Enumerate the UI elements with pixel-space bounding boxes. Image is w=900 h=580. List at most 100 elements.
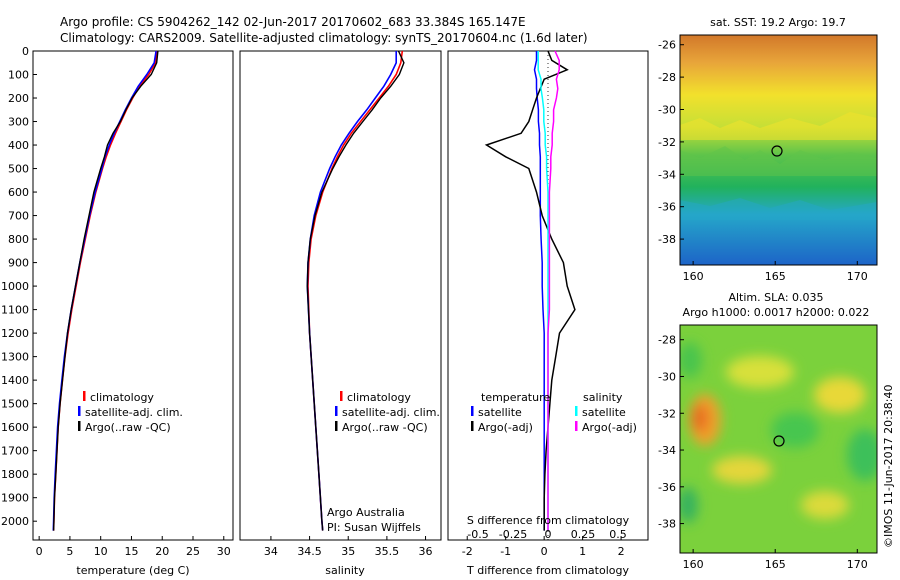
x-tick-label: 5 (66, 545, 73, 558)
x-tick-label: -1 (500, 545, 511, 558)
y-tick-label: 100 (8, 69, 29, 82)
lon-tick-label: 170 (847, 558, 868, 571)
y-tick-label: 1600 (1, 421, 29, 434)
x-tick-label: 35 (341, 545, 355, 558)
y-tick-label: 1900 (1, 492, 29, 505)
salinity-panel: 34 34.5 35 35.5 36 salinity climatology sate… (239, 50, 442, 577)
difference-panel: -2 -1 0 1 2 -0.5 -0.25 0 0.25 0.5 S difference fr… (447, 50, 649, 577)
lon-tick-label: 170 (847, 270, 868, 283)
lat-tick-label: -32 (658, 407, 676, 420)
x-tick-label: 10 (94, 545, 108, 558)
sst-map: sat. SST: 19.2 Argo: 19.7 160 165 170 -26 -2… (658, 16, 878, 283)
temperature-panel: 0 5 10 15 20 25 300100200300400500600700800900… (1, 45, 234, 577)
lat-tick-label: -28 (658, 334, 676, 347)
legend-swatch-climatology (340, 391, 343, 401)
lat-tick-label: -28 (658, 71, 676, 84)
legend-swatch-t-argo (471, 421, 474, 431)
annotation-argo-australia: Argo Australia (327, 506, 405, 519)
difference-legend: temperature salinity satellite Argo(-adj… (471, 391, 637, 434)
y-tick-label: 2000 (1, 515, 29, 528)
lat-tick-label: -26 (658, 39, 676, 52)
imos-timestamp: ©IMOS 11-Jun-2017 20:38:40 (882, 384, 895, 548)
legend-title-temperature: temperature (481, 391, 550, 404)
y-tick-label: 1000 (1, 280, 29, 293)
sla-anomaly (801, 491, 849, 519)
legend-swatch-s-argo (575, 421, 578, 431)
legend-label-s-satellite: satellite (582, 406, 626, 419)
x-tick-label: 20 (155, 545, 169, 558)
sla-anomaly-peak (692, 404, 708, 432)
y-tick-label: 900 (8, 257, 29, 270)
s-tick-label: 0 (545, 528, 552, 541)
x-tick-label: -2 (462, 545, 473, 558)
sla-anomaly (814, 377, 866, 413)
sst-gradient (680, 35, 877, 265)
y-tick-label: 200 (8, 92, 29, 105)
series-climatology (307, 50, 404, 531)
sla-anomaly-low (847, 429, 877, 481)
lat-tick-label: -38 (658, 233, 676, 246)
y-tick-label: 800 (8, 233, 29, 246)
lat-tick-label: -36 (658, 481, 676, 494)
y-tick-label: 1100 (1, 304, 29, 317)
legend-swatch-argo (78, 421, 81, 431)
legend-label-argo: Argo(..raw -QC) (85, 421, 171, 434)
x-tick-label: 1 (579, 545, 586, 558)
legend-title-salinity: salinity (583, 391, 623, 404)
legend-label-argo: Argo(..raw -QC) (342, 421, 428, 434)
salinity-plot-frame (239, 50, 442, 541)
temperature-plot-frame (32, 50, 234, 541)
legend-label-t-satellite: satellite (478, 406, 522, 419)
y-tick-label: 600 (8, 186, 29, 199)
sst-map-frame (679, 34, 878, 266)
legend-swatch-argo (335, 421, 338, 431)
y-tick-label: 700 (8, 210, 29, 223)
series-satellite-adj-clim- (52, 50, 157, 531)
y-tick-label: 400 (8, 139, 29, 152)
sla-map-title2: Argo h1000: 0.0017 h2000: 0.022 (683, 306, 870, 319)
x-tick-label: 35.5 (375, 545, 400, 558)
annotation-pi: PI: Susan Wijffels (327, 521, 421, 534)
y-tick-label: 500 (8, 163, 29, 176)
lat-tick-label: -30 (658, 370, 676, 383)
lon-tick-label: 160 (683, 270, 704, 283)
lon-tick-label: 160 (683, 558, 704, 571)
temperature-xlabel: temperature (deg C) (76, 564, 189, 577)
legend-swatch-climatology (83, 391, 86, 401)
salinity-legend: climatology satellite-adj. clim. Argo(..… (335, 391, 440, 434)
legend-swatch-satellite (335, 406, 338, 416)
legend-label-climatology: climatology (90, 391, 154, 404)
sst-warm-front (680, 112, 877, 140)
sla-anomaly-low (680, 342, 702, 378)
y-tick-label: 0 (22, 45, 29, 58)
y-tick-label: 1700 (1, 445, 29, 458)
legend-label-satellite: satellite-adj. clim. (342, 406, 440, 419)
legend-label-satellite: satellite-adj. clim. (85, 406, 183, 419)
series-temperature-satellite (533, 51, 545, 531)
t-difference-label: T difference from climatology (466, 564, 629, 577)
lat-tick-label: -32 (658, 136, 676, 149)
series-salinity-argo-adj- (547, 50, 560, 531)
lat-tick-label: -30 (658, 104, 676, 117)
x-tick-label: 2 (618, 545, 625, 558)
sst-mid-front (680, 146, 877, 176)
y-tick-label: 1500 (1, 398, 29, 411)
argo-location-marker (773, 435, 785, 447)
x-tick-label: 15 (124, 545, 138, 558)
y-tick-label: 1800 (1, 468, 29, 481)
sla-field (680, 325, 877, 553)
y-tick-label: 300 (8, 116, 29, 129)
y-tick-label: 1400 (1, 374, 29, 387)
s-tick-label: 0.25 (571, 528, 596, 541)
legend-swatch-t-satellite (471, 406, 474, 416)
x-tick-label: 34 (264, 545, 278, 558)
series-temperature-argo-adj- (484, 50, 576, 531)
sst-cool-front (680, 198, 877, 220)
x-tick-label: 0 (36, 545, 43, 558)
sst-field (680, 35, 877, 265)
sla-anomaly-low (680, 487, 698, 523)
x-tick-label: 30 (217, 545, 231, 558)
x-tick-label: 34.5 (297, 545, 322, 558)
lat-tick-label: -34 (658, 444, 676, 457)
